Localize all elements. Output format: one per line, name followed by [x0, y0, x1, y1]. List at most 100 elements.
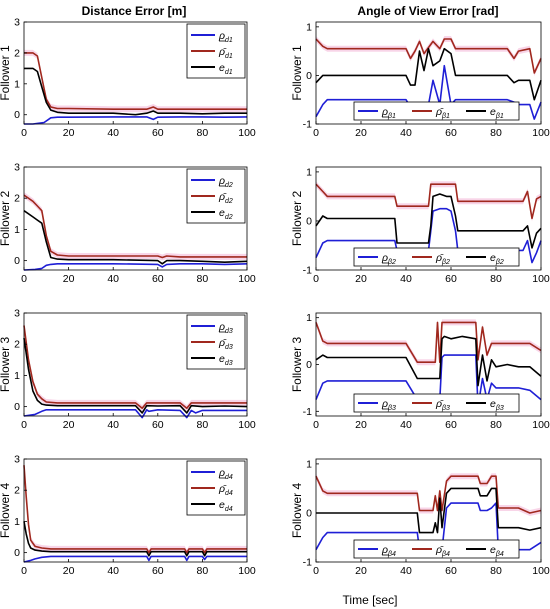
y-tick-label: 1 — [306, 166, 312, 178]
series-line-upper — [23, 194, 247, 259]
x-tick-label: 60 — [445, 273, 457, 285]
column-title-angle: Angle of View Error [rad] — [357, 4, 498, 18]
envelope-band — [316, 36, 541, 76]
y-tick-label: 1 — [306, 21, 312, 33]
legend-subscript: β3 — [441, 405, 450, 412]
legend-subscript: β1 — [441, 113, 450, 120]
x-tick-label: 20 — [63, 419, 75, 431]
x-tick-label: 40 — [107, 273, 119, 285]
x-tick-label: 40 — [107, 127, 119, 139]
legend-subscript: β3 — [495, 405, 504, 412]
series-line-upper — [315, 475, 542, 514]
y-tick-label: -1 — [303, 265, 312, 277]
y-tick-label: 1 — [14, 370, 20, 382]
legend-subscript: β3 — [387, 405, 396, 412]
x-tick-label: 100 — [238, 565, 256, 577]
legend-box — [353, 247, 520, 267]
x-tick-label: 0 — [21, 419, 27, 431]
legend-subscript: β2 — [387, 259, 396, 266]
x-tick-label: 40 — [400, 273, 412, 285]
y-axis-label: Follower 1 — [290, 45, 304, 101]
axes-frame — [315, 166, 542, 271]
y-tick-label: 0 — [306, 507, 312, 519]
legend-subscript: d4 — [225, 490, 233, 497]
x-tick-label: 60 — [152, 127, 164, 139]
y-tick-label: 0 — [306, 359, 312, 371]
x-tick-label: 100 — [238, 273, 256, 285]
x-tick-label: 80 — [197, 273, 209, 285]
x-tick-label: 20 — [355, 127, 367, 139]
x-tick-label: 20 — [355, 273, 367, 285]
x-tick-label: 20 — [63, 273, 75, 285]
y-tick-label: 1 — [14, 78, 20, 90]
x-tick-label: 0 — [313, 127, 319, 139]
series-line-upper — [315, 321, 542, 363]
x-tick-label: 20 — [63, 127, 75, 139]
x-tick-label: 20 — [355, 565, 367, 577]
y-axis-label: Follower 3 — [0, 337, 12, 393]
legend-subscript: d3 — [225, 328, 233, 335]
x-tick-label: 80 — [490, 565, 502, 577]
x-tick-label: 100 — [532, 419, 550, 431]
series-line-error — [23, 521, 247, 557]
legend-subscript: d1 — [225, 69, 233, 76]
y-tick-label: 1 — [306, 458, 312, 470]
axes-frame — [315, 21, 542, 125]
y-tick-label: 1 — [306, 312, 312, 324]
y-tick-label: 3 — [14, 308, 20, 320]
x-tick-label: 60 — [445, 565, 457, 577]
y-axis-label: Follower 2 — [0, 191, 12, 247]
y-tick-label: 0 — [14, 109, 20, 121]
y-tick-label: 3 — [14, 454, 20, 466]
y-tick-label: 0 — [306, 215, 312, 227]
x-tick-label: 20 — [63, 565, 75, 577]
y-tick-label: -1 — [303, 557, 312, 569]
axes-frame — [315, 458, 542, 563]
y-tick-label: 3 — [14, 162, 20, 174]
legend-subscript: d4 — [225, 474, 233, 481]
envelope-band — [316, 473, 541, 516]
series-line-lower — [24, 116, 248, 125]
y-axis-label: Follower 4 — [0, 483, 12, 539]
x-tick-label: 40 — [400, 565, 412, 577]
y-axis-label: Follower 1 — [0, 45, 12, 101]
y-axis-label: Follower 2 — [290, 191, 304, 247]
x-tick-label: 80 — [490, 273, 502, 285]
legend-subscript: d1 — [225, 37, 233, 44]
y-tick-label: 0 — [306, 70, 312, 82]
y-tick-label: 2 — [14, 193, 20, 205]
legend-subscript: β4 — [387, 551, 396, 558]
series-line-error — [23, 210, 248, 265]
series-line-upper — [23, 465, 247, 554]
y-tick-label: 1 — [14, 224, 20, 236]
x-tick-label: 60 — [152, 419, 164, 431]
series-line-error — [315, 335, 542, 387]
legend-subscript: d4 — [225, 506, 233, 513]
x-tick-label: 80 — [197, 565, 209, 577]
x-tick-label: 0 — [21, 565, 27, 577]
legend-subscript: d2 — [225, 182, 233, 189]
x-tick-label: 40 — [400, 127, 412, 139]
y-tick-label: -1 — [303, 119, 312, 131]
series-line-lower — [23, 555, 247, 563]
x-tick-label: 100 — [532, 127, 550, 139]
x-tick-label: 100 — [532, 273, 550, 285]
x-tick-label: 40 — [400, 419, 412, 431]
y-tick-label: 0 — [14, 547, 20, 559]
x-tick-label: 100 — [532, 565, 550, 577]
legend-box — [353, 101, 520, 121]
x-tick-label: 40 — [107, 565, 119, 577]
series-line-lower — [315, 207, 542, 264]
x-tick-label: 100 — [238, 127, 256, 139]
x-tick-label: 0 — [313, 419, 319, 431]
axes-frame — [23, 166, 248, 271]
